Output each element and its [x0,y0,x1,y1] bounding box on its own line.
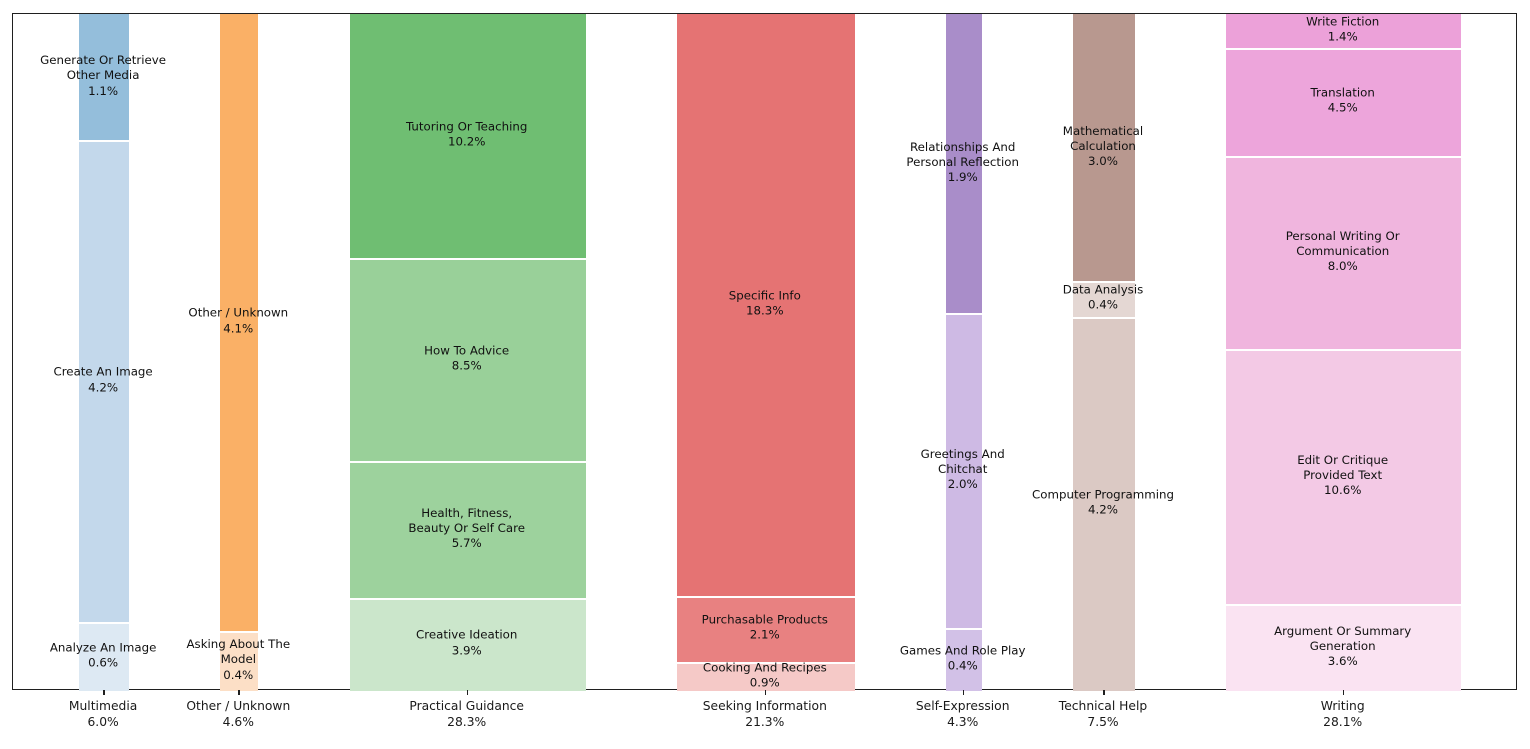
x-tick-label-technical-help: Technical Help 7.5% [1058,699,1148,729]
segment-health-fitness-beauty-or-self-care [349,461,586,598]
segment-translation [1226,47,1461,157]
segment-asking-about-the-model [220,630,259,691]
x-tick-self-expression [962,690,965,695]
segment-relationships-and-personal-reflection [945,14,982,314]
segment-tutoring-or-teaching [349,14,586,258]
x-tick-writing [1342,690,1345,695]
x-tick-label-multimedia: Multimedia 6.0% [68,699,138,729]
segment-computer-programming [1072,316,1136,691]
column-other-unknown [220,14,259,691]
column-practical-guidance [349,14,586,691]
segment-purchasable-products [676,595,855,663]
x-tick-label-other-unknown: Other / Unknown 4.6% [186,699,291,729]
x-tick-multimedia [103,690,105,695]
segment-analyze-an-image [79,622,130,691]
column-self-expression [945,14,982,691]
x-tick-other-unknown [238,690,240,695]
column-technical-help [1072,14,1136,691]
x-tick-label-practical-guidance: Practical Guidance 28.3% [409,699,524,729]
segment-specific-info [676,14,855,596]
x-tick-label-self-expression: Self-Expression 4.3% [915,699,1010,729]
segment-games-and-role-play [945,628,982,691]
segment-generate-or-retrieve-other-media [79,14,130,141]
segment-data-analysis [1072,281,1136,317]
column-writing [1226,14,1461,691]
column-seeking-information [676,14,855,691]
segment-argument-or-summary-generation [1226,604,1461,691]
segment-mathematical-calculation [1072,14,1136,282]
x-tick-label-writing: Writing 28.1% [1320,699,1365,729]
segment-write-fiction [1226,14,1461,48]
segment-other-unknown [220,14,259,631]
column-multimedia [79,14,130,691]
segment-edit-or-critique-provided-text [1226,348,1461,605]
segment-creative-ideation [349,597,586,691]
x-tick-seeking-information [764,690,767,695]
x-tick-practical-guidance [466,690,469,695]
segment-how-to-advice [349,258,586,462]
segment-personal-writing-or-communication [1226,156,1461,349]
segment-greetings-and-chitchat [945,313,982,628]
x-tick-label-seeking-information: Seeking Information 21.3% [702,699,827,729]
segment-create-an-image [79,140,130,623]
plot-area [12,13,1517,691]
segment-cooking-and-recipes [676,662,855,691]
x-tick-technical-help [1103,690,1105,695]
